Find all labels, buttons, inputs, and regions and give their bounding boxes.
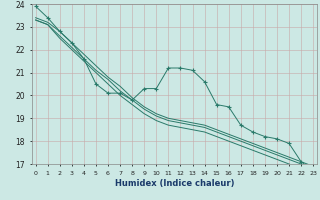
X-axis label: Humidex (Indice chaleur): Humidex (Indice chaleur) <box>115 179 234 188</box>
